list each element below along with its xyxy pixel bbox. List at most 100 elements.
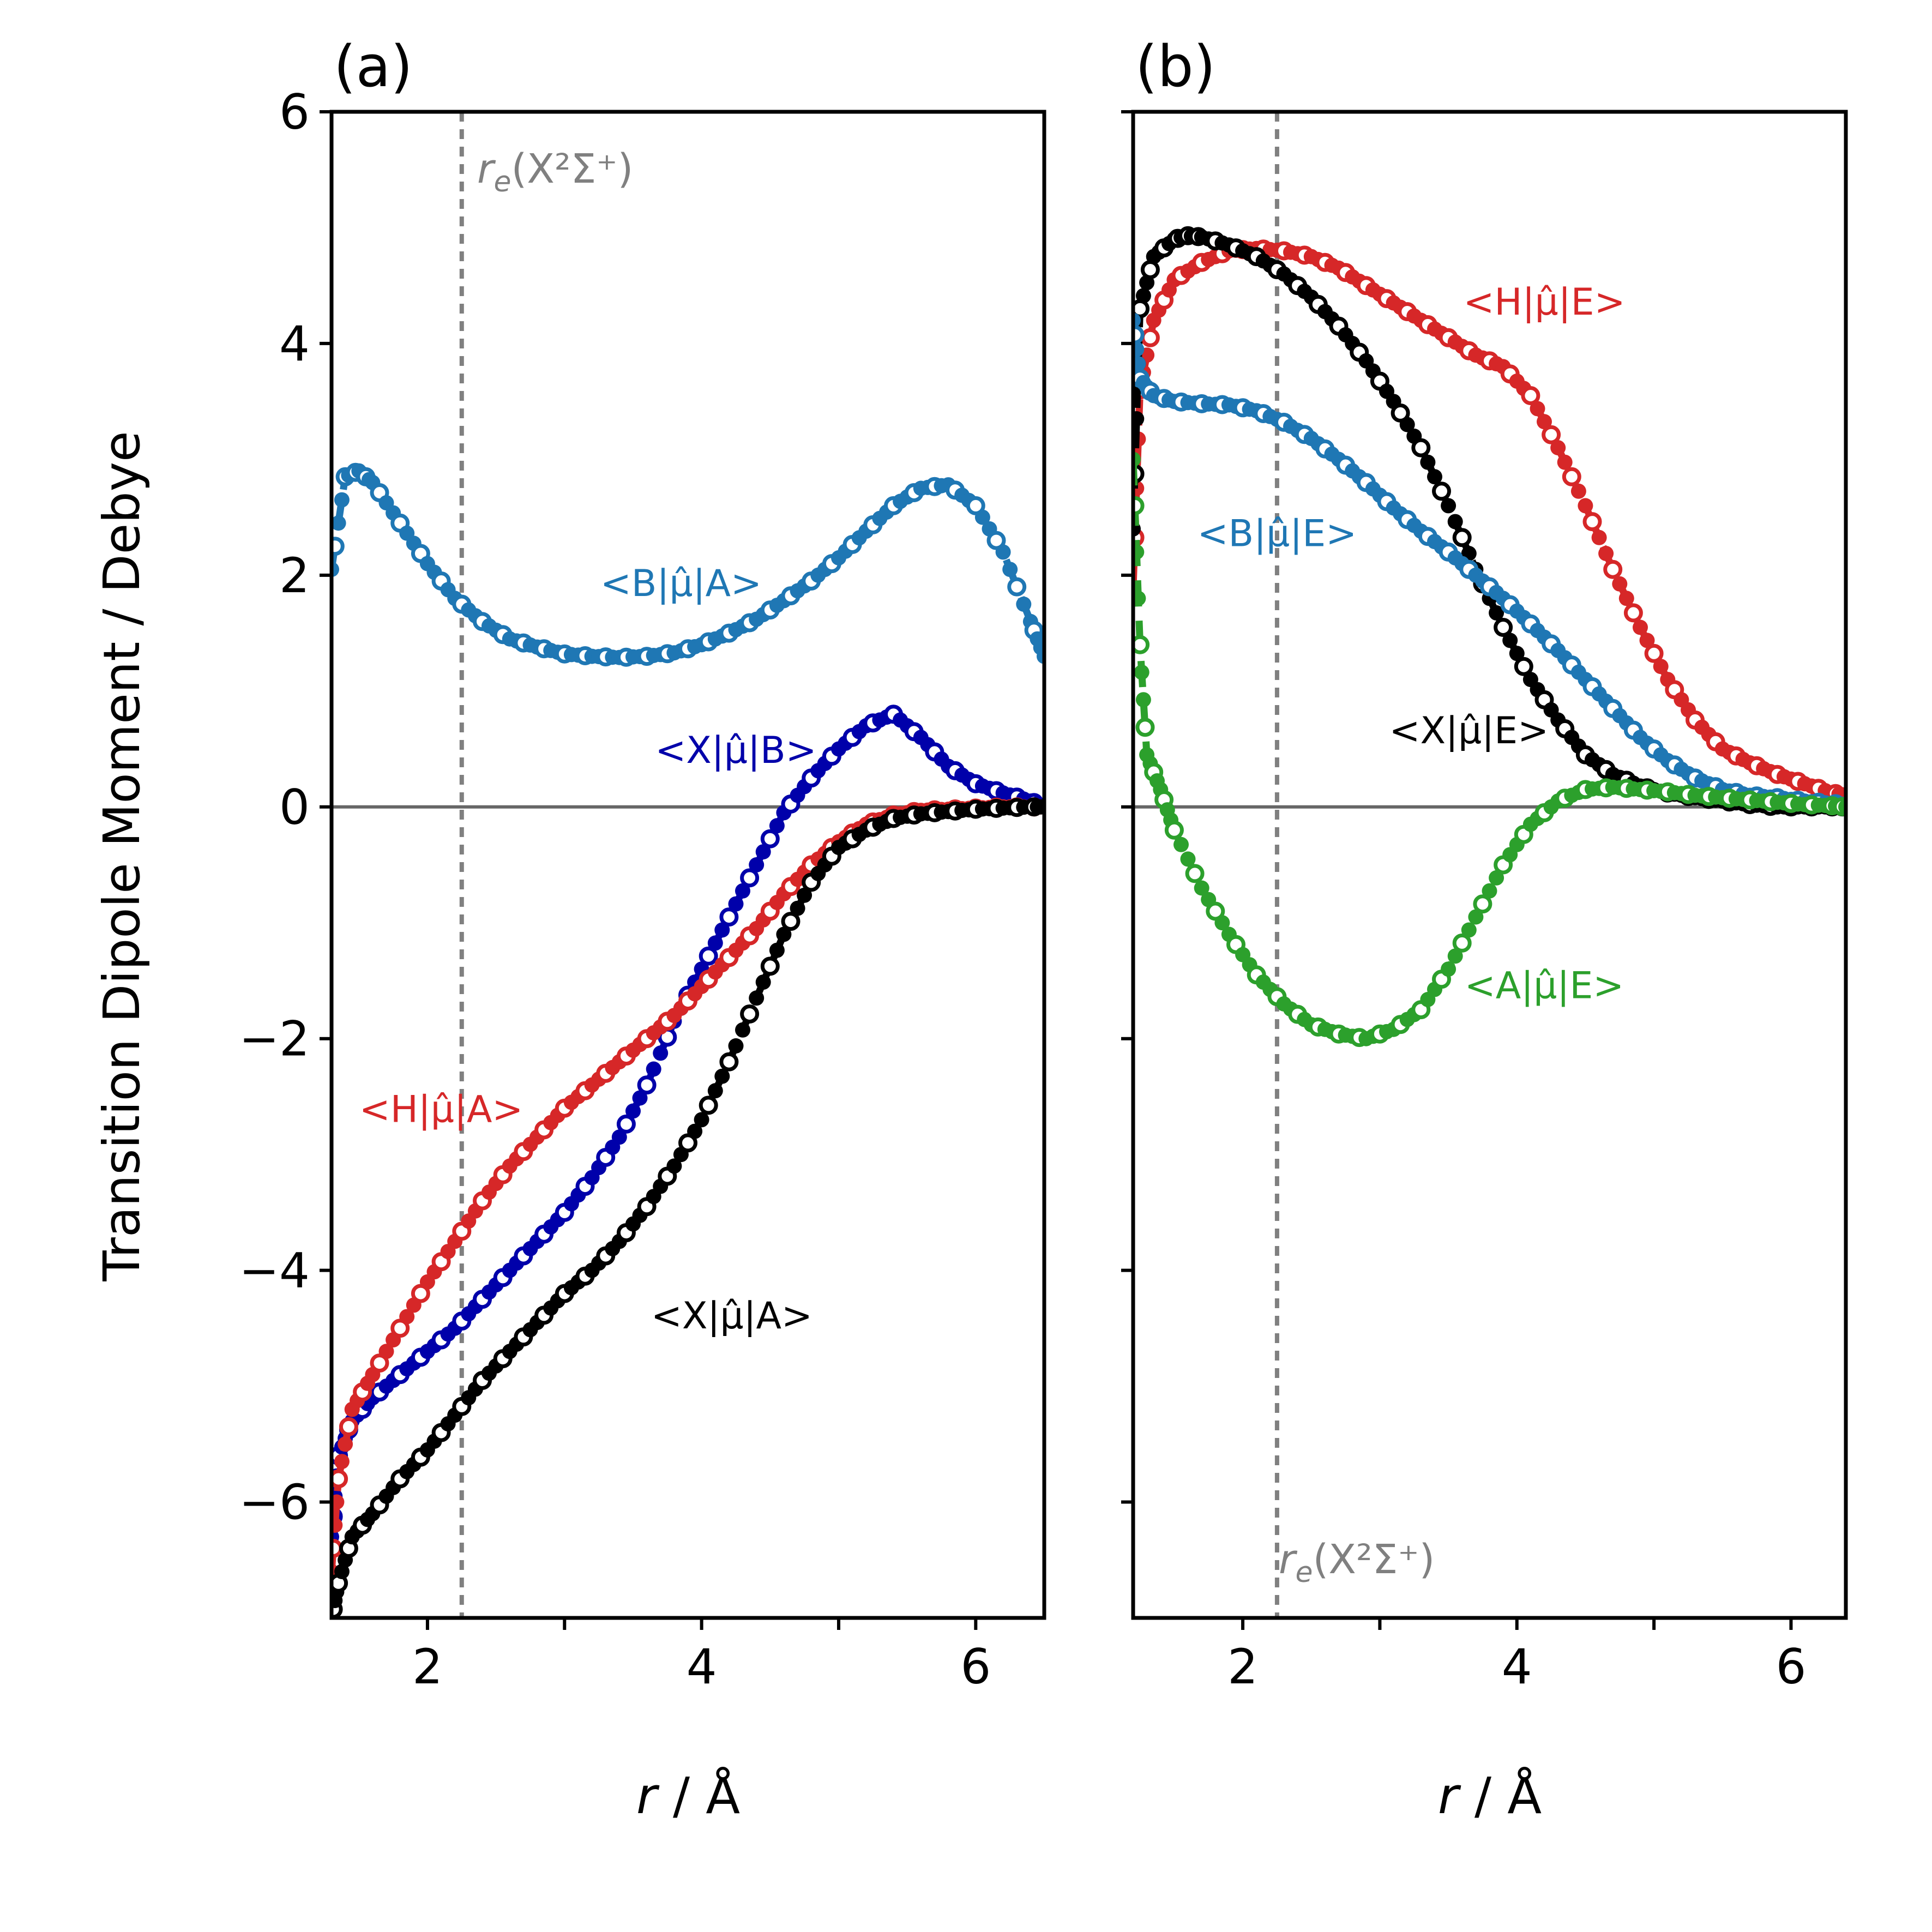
panel-a-y-tick-label: −2 <box>239 1011 310 1067</box>
panel-a-series-1-point <box>769 818 785 834</box>
y-axis-label: Transition Dipole Moment / Debye <box>93 431 151 1281</box>
panel-a-series-3-point <box>666 1158 682 1174</box>
panel-a-series-3-point <box>797 887 812 903</box>
panel-b-series-0-point <box>1537 414 1552 430</box>
panel-a-series-2-point <box>390 1319 410 1338</box>
panel-a-series-0-point <box>332 515 346 531</box>
panel-a-re-state: (X²Σ⁺) <box>511 146 633 192</box>
panel-b-series-3-point <box>1133 591 1146 606</box>
panel-a-re-label: re(X²Σ⁺) <box>477 146 633 198</box>
panel-b-series-2-point <box>1133 356 1146 372</box>
panel-b-series-2-point <box>1133 341 1145 357</box>
panel-b-series-1-point <box>1489 605 1504 621</box>
panel-b-series-0-point <box>1618 591 1634 606</box>
panel-a-series-1-point <box>653 1045 669 1061</box>
panel-a-series-3-point <box>334 1564 350 1579</box>
panel-a-series-3-point <box>790 900 805 916</box>
panel-a-series-2-point <box>332 1469 348 1489</box>
panel-a-series-1-point <box>632 1090 648 1106</box>
panel-a-series-1-point <box>740 868 760 888</box>
panel-b-series-1-point <box>1452 528 1472 547</box>
panel-b-series-1-point <box>1502 633 1518 648</box>
panel-b-series-3-point <box>1441 961 1456 977</box>
panel-a-series-3-label: <X|μ̂|A> <box>651 1295 812 1338</box>
panel-b-series-0-point <box>1598 546 1614 561</box>
panel-b-series-1-point <box>1420 454 1436 470</box>
panel-b-series-0-point <box>1530 401 1545 417</box>
panel-a-re-symbol: r <box>477 146 496 192</box>
panel-a-series-0-point <box>1007 577 1027 597</box>
panel-b-series-0-point <box>1603 559 1623 579</box>
panel-a-series-0-point <box>974 509 990 525</box>
panel-a-series-3 <box>332 797 1044 1618</box>
panel-a-series-3-point <box>749 990 765 1006</box>
panel-a-x-tick-label: 2 <box>412 1639 443 1695</box>
panel-b-series-0-point <box>1562 467 1581 486</box>
panel-b-series-3-point <box>1133 635 1150 654</box>
panel-a-plot-area: <B|μ̂|A> <X|μ̂|B> <H|μ̂|A> <X|μ̂|A> <box>332 112 1044 1618</box>
panel-b-x-tick-label: 4 <box>1502 1639 1532 1695</box>
panel-a-series-2-point <box>332 1518 343 1533</box>
panel-b-series-1-point <box>1135 288 1151 304</box>
panel-b-x-tick-label: 2 <box>1227 1639 1258 1695</box>
panel-b-series-3-point <box>1135 718 1155 737</box>
panel-a-series-1-point <box>625 1103 641 1119</box>
panel-b-series-0-point <box>1521 386 1540 405</box>
panel-a-frame <box>329 110 1046 1620</box>
panel-a-series-3-point <box>714 1068 730 1084</box>
panel-b-series-1-point <box>1399 417 1415 432</box>
panel-a: (a) <B|μ̂|A><X|μ̂|B><H|μ̂|A><X|μ̂|A> 642… <box>239 33 1046 1825</box>
panel-a-y-tick-label: 6 <box>279 84 310 140</box>
panel-a-series-3-point <box>776 926 792 942</box>
panel-b-series-0-point <box>1582 512 1602 532</box>
panel-a-series-1-point <box>714 922 730 938</box>
panel-b-series-0-point <box>1550 440 1566 456</box>
panel-a-x-unit: / Å <box>657 1766 740 1825</box>
panel-a-series-3-point <box>707 1083 723 1099</box>
panel-a-series-3-point <box>740 1004 760 1024</box>
panel-b-series-0-point <box>1542 425 1561 444</box>
panel-b-series-1-point <box>1514 657 1533 676</box>
panel-a-series-2-point <box>399 1309 415 1325</box>
panel-b-series-1-point <box>1494 618 1513 637</box>
panel-a-series-1-label: <X|μ̂|B> <box>655 729 816 772</box>
panel-a-series-2-label: <H|μ̂|A> <box>359 1088 523 1131</box>
panel-a-series-2-point <box>334 1454 350 1470</box>
panel-a-y-tick-label: −6 <box>239 1474 310 1531</box>
panel-b-series-0-point <box>1578 498 1593 514</box>
panel-a-series-0-point <box>966 496 985 515</box>
panel-b-series-3-point <box>1185 864 1205 883</box>
panel-b-series-3-point <box>1173 836 1189 852</box>
panel-a-series-1-point <box>719 907 739 927</box>
panel-b-series-0-point <box>1612 576 1628 592</box>
panel-b-series-1-label: <X|μ̂|E> <box>1389 709 1549 753</box>
panel-b-series-3-label: <A|μ̂|E> <box>1465 964 1624 1007</box>
panel-a-series-3-point <box>769 942 785 958</box>
panel-b-x-unit: / Å <box>1459 1766 1542 1825</box>
panel-a-series-3-point <box>728 1038 744 1054</box>
panel-b-y-ticks <box>1121 110 1133 1504</box>
panel-a-y-tick-label: 0 <box>279 779 310 835</box>
panel-b-series-2-label: <B|μ̂|E> <box>1197 513 1357 556</box>
panel-a-series-1-point <box>616 1114 636 1134</box>
panel-b-series-0-point <box>1633 619 1648 635</box>
panel-b-series-3-point <box>1447 948 1463 964</box>
panel-b-series-1-point <box>1427 469 1442 485</box>
panel-b-label: (b) <box>1135 33 1215 100</box>
panel-b-series-1-point <box>1441 498 1456 514</box>
panel-b-series-3 <box>1133 452 1846 1048</box>
panel-b-series-0-point <box>1623 603 1643 623</box>
panel-a-series-2-point <box>411 1284 430 1303</box>
panel-b-re-label: re(X²Σ⁺) <box>1279 1536 1435 1589</box>
panel-b-series-3-point <box>1133 544 1145 560</box>
panel-a-re-subscript: e <box>493 166 511 198</box>
panel-b-series-3-point <box>1180 851 1196 867</box>
panel-b: (b) <H|μ̂|E> <X|μ̂|E> <B|μ̂|E> <A|μ̂|E> 2 4 6… <box>1121 33 1848 1825</box>
panel-a-x-tick-label: 6 <box>960 1639 991 1695</box>
panel-a-series-3-point <box>735 1022 750 1038</box>
panel-a-series-0-point <box>1002 562 1018 577</box>
panel-a-series-3-point <box>755 974 771 990</box>
panel-b-series-1-point <box>1140 260 1160 279</box>
panel-a-series-3-point <box>678 1133 697 1153</box>
